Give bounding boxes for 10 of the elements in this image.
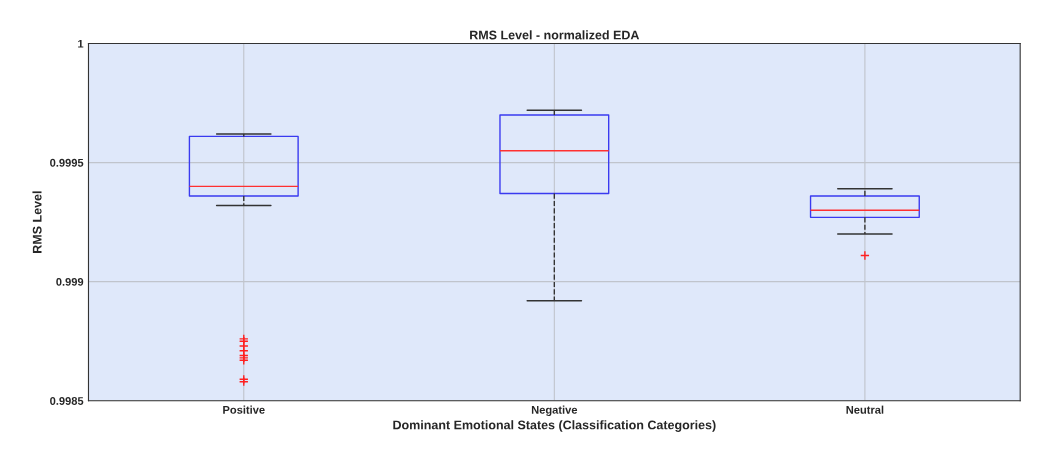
y-tick-label: 0.999	[56, 277, 84, 286]
x-tick-label: Negative	[531, 405, 578, 417]
y-tick-label: 0.9985	[50, 397, 84, 405]
x-tick-label: Positive	[223, 405, 265, 414]
y-tick-label: 0.9995	[50, 158, 84, 167]
chart-title: RMS Level - normalized EDA	[470, 30, 640, 40]
x-tick-label: Neutral	[846, 405, 884, 414]
y-tick-label: 1	[78, 39, 84, 48]
y-axis-title: RMS Level	[32, 191, 42, 253]
x-axis-title: Dominant Emotional States (Classification Categories)	[393, 420, 716, 432]
